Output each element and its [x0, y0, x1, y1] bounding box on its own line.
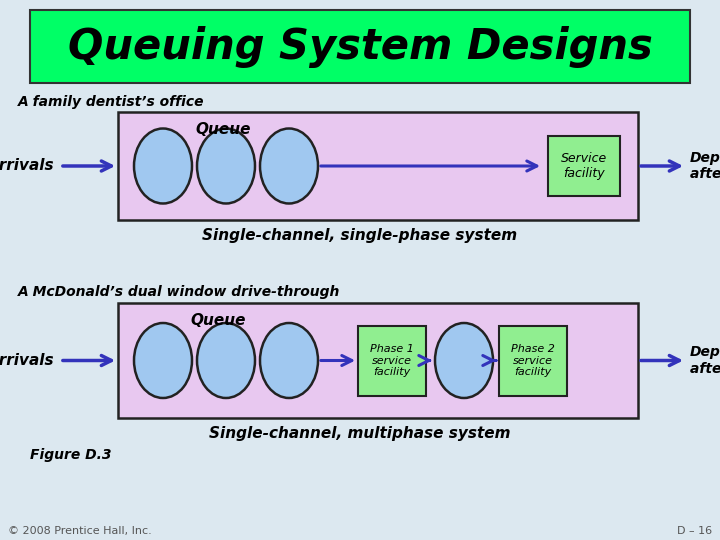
Text: Phase 2
service
facility: Phase 2 service facility	[511, 344, 555, 377]
Text: Departures
after service: Departures after service	[690, 151, 720, 181]
Ellipse shape	[260, 323, 318, 398]
Text: Service
facility: Service facility	[561, 152, 607, 180]
Ellipse shape	[134, 129, 192, 204]
Text: Queue: Queue	[195, 122, 251, 137]
Text: A McDonald’s dual window drive-through: A McDonald’s dual window drive-through	[18, 285, 341, 299]
Bar	[358, 326, 426, 395]
Text: A family dentist’s office: A family dentist’s office	[18, 95, 204, 109]
Ellipse shape	[197, 129, 255, 204]
Ellipse shape	[197, 323, 255, 398]
Text: Queuing System Designs: Queuing System Designs	[68, 26, 652, 68]
Text: © 2008 Prentice Hall, Inc.: © 2008 Prentice Hall, Inc.	[8, 526, 152, 536]
Bar	[118, 112, 638, 220]
Ellipse shape	[260, 129, 318, 204]
Ellipse shape	[134, 323, 192, 398]
Bar	[118, 303, 638, 418]
Text: Queue: Queue	[190, 313, 246, 328]
Text: Arrivals: Arrivals	[0, 353, 55, 368]
Ellipse shape	[435, 323, 493, 398]
Bar	[499, 326, 567, 395]
Text: Departures
after service: Departures after service	[690, 346, 720, 376]
Text: Single-channel, multiphase system: Single-channel, multiphase system	[210, 426, 510, 441]
Text: Phase 1
service
facility: Phase 1 service facility	[370, 344, 414, 377]
Text: Figure D.3: Figure D.3	[30, 448, 112, 462]
Text: Single-channel, single-phase system: Single-channel, single-phase system	[202, 228, 518, 243]
Bar	[548, 136, 620, 196]
Text: D – 16: D – 16	[677, 526, 712, 536]
Bar	[30, 10, 690, 83]
Text: Arrivals: Arrivals	[0, 159, 55, 173]
